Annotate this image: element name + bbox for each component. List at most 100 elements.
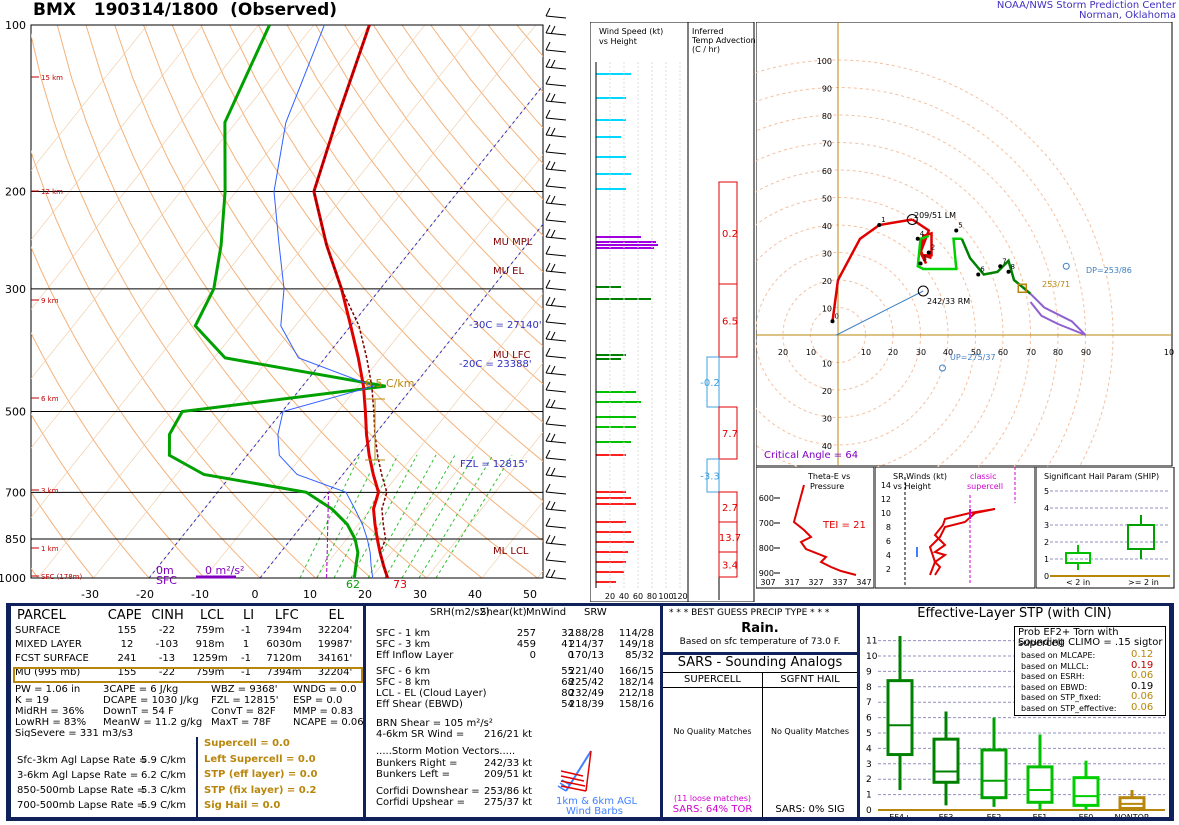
wind-barb-flag xyxy=(545,245,551,255)
wind-barb xyxy=(545,491,567,495)
stp-prob-value: 0.19 xyxy=(1131,659,1154,671)
srw-title2: vs Height xyxy=(893,482,931,491)
parcel-cell: 34161' xyxy=(317,653,353,664)
mixing-ratio-line xyxy=(316,454,380,578)
t-sfc-label: 73 xyxy=(393,578,407,591)
fzl-label: FZL = 12815' xyxy=(460,459,527,470)
wind-barb-flag xyxy=(545,279,551,289)
parcel-col-header: EL xyxy=(328,608,344,623)
kinematics-value: 459 xyxy=(516,639,536,650)
dewpoint-profile xyxy=(167,25,386,578)
kinematics-header: SRH(m2/s2) xyxy=(430,607,490,618)
pressure-label: 100 xyxy=(5,19,26,32)
wind-barb xyxy=(545,542,567,546)
kinematics-layer: SFC - 8 km xyxy=(376,677,431,688)
kinematics-value: 182/14 xyxy=(618,677,654,688)
theta-t-tick: 337 xyxy=(832,578,847,587)
hodo-ring-label: 100 xyxy=(817,57,832,66)
composite-param: Sig Hail = 0.0 xyxy=(204,800,281,811)
hodo-ring-label: 50 xyxy=(822,195,832,204)
mu-mpl-label: MU MPL xyxy=(493,237,533,248)
wetbulb-profile xyxy=(273,25,376,578)
ship-title: Significant Hail Param (SHIP) xyxy=(1044,472,1159,481)
wind-barb-flag xyxy=(545,313,551,323)
stp-prob-value: 0.19 xyxy=(1131,680,1154,692)
hodo-segment-9-12km xyxy=(1029,293,1087,336)
srw-classic: classic xyxy=(970,472,996,481)
storm-motion-title: .....Storm Motion Vectors..... xyxy=(376,746,516,757)
theta-t-tick: 347 xyxy=(856,578,871,587)
wind-barb xyxy=(545,474,567,478)
rm-label: 242/33 RM xyxy=(927,297,970,306)
parcel-row: SURFACE 155 -22 759m -1 7394m 32204' xyxy=(15,625,361,639)
parcel-cell: 155 xyxy=(117,667,137,678)
hodo-height-point xyxy=(926,250,931,255)
parcel-cell: 759m xyxy=(195,667,225,678)
dp-label: DP=253/86 xyxy=(1086,266,1132,275)
wind-barb-flag xyxy=(545,551,551,561)
sars-tor: SARS: 64% TOR xyxy=(672,804,753,815)
index-value: PW = 1.06 in xyxy=(15,684,81,695)
theta-title1: Theta-E vs xyxy=(807,472,850,481)
wind-barb-flag xyxy=(545,41,551,51)
srw-height-tick: 2 xyxy=(886,565,891,574)
parcel-cell: 918m xyxy=(195,639,225,650)
parcel-header-row: PARCEL CAPE CINH LCL LI LFC EL xyxy=(15,608,361,623)
tadv-value: -0.2 xyxy=(700,378,720,389)
stp-prob-label: based on MLLCL: xyxy=(1021,661,1089,671)
kinematics-value: 166/15 xyxy=(618,666,654,677)
parcel-cell: 155 xyxy=(117,625,137,636)
index-value: WNDG = 0.0 xyxy=(293,684,357,695)
wind-barb xyxy=(545,83,567,87)
height-label: 15 km xyxy=(41,74,63,82)
rm-marker xyxy=(917,285,929,297)
isotherm xyxy=(426,431,543,578)
index-value: K = 19 xyxy=(15,695,50,706)
hodo-ring-label: 10 xyxy=(822,305,832,314)
hodo-ring-label: 30 xyxy=(822,415,832,424)
parcel-cell: 241 xyxy=(117,653,137,664)
parcel-cell: 19987' xyxy=(317,639,353,650)
kinematics-layer: LCL - EL (Cloud Layer) xyxy=(376,688,487,699)
index-value: SigSevere = 331 m3/s3 xyxy=(15,728,134,737)
lapse-rate-value: 5.9 C/km xyxy=(141,755,186,766)
wind-barb xyxy=(545,372,567,376)
hodo-height-label: 5 xyxy=(958,222,962,230)
kinematics-layer: SFC - 1 km xyxy=(376,628,431,639)
skewt-chart: 100 200 300 500 700 850 1000 -30 -20 -10 0 10 20 30 40… xyxy=(0,7,567,601)
hodo-height-point xyxy=(877,223,882,227)
barb-label: 1km & 6km AGL xyxy=(556,796,638,807)
center-location: Norman, Oklahoma xyxy=(1079,10,1176,21)
isotherm xyxy=(315,293,543,578)
lapse-rate-value: 6.2 C/km xyxy=(141,770,186,781)
stp-prob-value: 0.06 xyxy=(1131,691,1154,702)
wind-barb-flag xyxy=(545,415,551,425)
wind-barb-flag xyxy=(545,483,551,493)
parcel-col-header: PARCEL xyxy=(17,608,66,623)
stp-prob-box: Prob EF2+ Torn with supercell Sounding C… xyxy=(1014,626,1166,716)
tadv-box xyxy=(718,406,738,460)
theta-p-tick: 600 xyxy=(759,494,774,503)
kinematics-header: SRW xyxy=(584,607,607,618)
kinematics-value: 68 xyxy=(561,677,574,688)
index-value: WBZ = 9368' xyxy=(211,684,278,695)
sr-winds-panel: SR Winds (kt) vs Height classic supercel… xyxy=(875,467,1036,589)
storm-motion-label: Corfidi Downshear = xyxy=(376,786,480,797)
parcel-col-header: CAPE xyxy=(107,608,142,623)
wind-speed-tick: 120 xyxy=(672,592,687,601)
temp-tick-label: -30 xyxy=(81,588,99,601)
hodo-height-point xyxy=(976,272,981,277)
wind-barb-flag xyxy=(550,433,556,443)
parcel-cell: FCST SURFACE xyxy=(15,653,89,664)
sfc-srh-label: 0 m²/s² xyxy=(205,564,244,577)
ship-lt-label: < 2 in xyxy=(1066,578,1090,587)
index-value: FZL = 12815' xyxy=(211,695,279,706)
parcel-col-header: LI xyxy=(242,608,255,623)
storm-motion-value: 275/37 kt xyxy=(484,797,533,808)
wind-barb xyxy=(545,219,567,223)
hodo-height-point xyxy=(918,261,923,266)
wind-barb-flag xyxy=(545,500,551,510)
lm-marker xyxy=(906,214,918,225)
index-value: 3CAPE = 6 J/kg xyxy=(103,684,179,695)
tadv-box xyxy=(718,283,738,358)
